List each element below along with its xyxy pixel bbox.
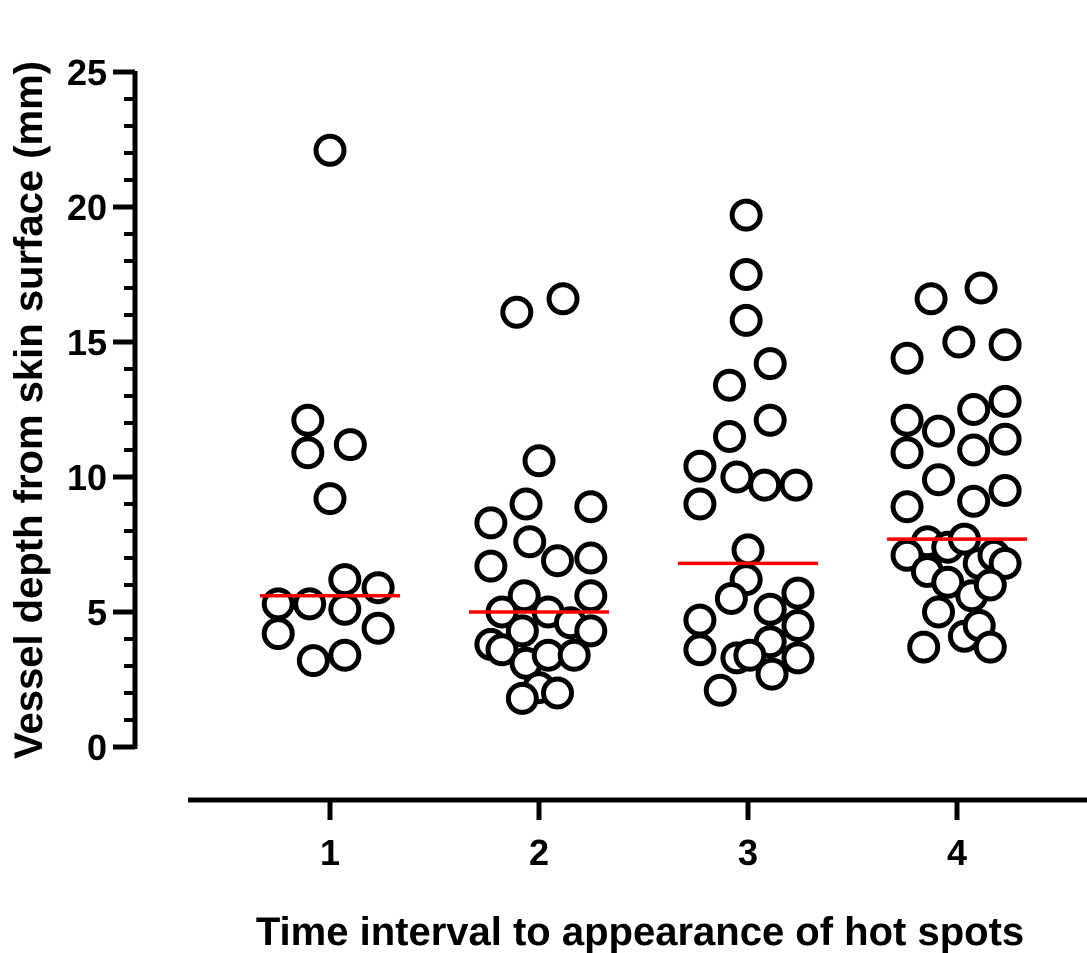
- data-point: [291, 436, 325, 470]
- data-point: [988, 546, 1022, 580]
- data-point: [779, 468, 813, 502]
- data-point: [957, 484, 991, 518]
- data-point: [714, 582, 748, 615]
- data-point: [574, 490, 608, 524]
- data-point: [931, 565, 965, 599]
- data-point: [683, 603, 717, 637]
- y-tick-label: 15: [67, 322, 107, 363]
- data-point: [574, 614, 608, 648]
- y-tick-label: 20: [67, 187, 107, 228]
- data-point: [957, 433, 991, 467]
- y-tick-label: 10: [67, 457, 107, 498]
- data-point: [988, 422, 1022, 456]
- data-point: [574, 541, 608, 575]
- data-point: [748, 468, 782, 502]
- data-point: [973, 568, 1007, 602]
- data-point: [313, 482, 347, 516]
- data-point: [507, 579, 541, 613]
- data-point: [474, 506, 508, 540]
- data-point: [890, 403, 924, 437]
- data-point: [328, 563, 362, 597]
- data-point: [755, 657, 789, 691]
- data-point: [988, 474, 1022, 507]
- y-tick-label: 25: [67, 52, 107, 93]
- data-point: [731, 533, 765, 567]
- y-axis-title: Vessel depth from skin surface (mm): [7, 61, 51, 759]
- data-point: [557, 638, 591, 672]
- data-point: [333, 428, 367, 462]
- data-point: [753, 403, 787, 437]
- data-point: [713, 420, 746, 453]
- data-point: [509, 487, 543, 521]
- data-point: [957, 393, 991, 426]
- data-point: [683, 449, 717, 483]
- data-point: [505, 614, 539, 648]
- x-axis: 1 2 3 4: [188, 797, 1087, 873]
- data-point: [474, 549, 508, 583]
- data-point: [574, 579, 608, 613]
- data-point: [922, 463, 955, 497]
- data-point: [729, 258, 763, 291]
- data-point: [922, 595, 955, 629]
- data-point: [973, 630, 1007, 664]
- y-tick-label: 5: [87, 592, 107, 633]
- median-lines: [260, 537, 1027, 614]
- data-point: [500, 295, 534, 329]
- data-points: [261, 133, 1022, 715]
- y-tick-label: 0: [87, 727, 107, 768]
- data-point: [261, 617, 295, 651]
- data-point: [720, 460, 754, 494]
- data-point: [522, 444, 556, 478]
- x-tick-label: 4: [947, 832, 967, 873]
- data-point: [729, 303, 763, 337]
- data-point: [683, 633, 717, 667]
- data-point: [753, 592, 787, 626]
- x-tick-label: 2: [529, 832, 549, 873]
- data-point: [505, 681, 539, 715]
- data-point: [703, 673, 737, 707]
- data-point: [513, 525, 547, 559]
- data-point: [729, 198, 763, 232]
- data-point: [541, 544, 574, 578]
- data-point: [541, 676, 574, 710]
- data-point: [291, 403, 325, 437]
- data-point: [546, 282, 580, 316]
- data-point: [313, 133, 347, 167]
- data-point: [683, 487, 717, 521]
- x-tick-label: 3: [738, 832, 758, 873]
- data-point: [781, 641, 815, 675]
- data-point: [988, 328, 1022, 362]
- x-tick-label: 1: [320, 832, 340, 873]
- data-point: [328, 592, 362, 626]
- data-point: [733, 638, 767, 672]
- data-point: [296, 644, 330, 678]
- x-axis-title: Time interval to appearance of hot spots: [256, 910, 1024, 953]
- data-point: [922, 414, 955, 448]
- data-point: [964, 271, 998, 305]
- y-axis: 0 5 10 15 20 25: [67, 52, 138, 768]
- data-point: [713, 368, 746, 402]
- data-point: [890, 436, 924, 470]
- data-point: [988, 384, 1022, 418]
- data-point: [914, 282, 948, 316]
- data-point: [907, 630, 941, 664]
- data-point: [890, 490, 924, 524]
- data-point: [485, 633, 519, 667]
- data-point: [890, 341, 924, 375]
- data-point: [781, 576, 815, 610]
- data-point: [942, 325, 976, 359]
- data-point: [753, 347, 787, 381]
- data-point: [328, 638, 362, 672]
- data-point: [361, 611, 395, 645]
- data-point: [781, 609, 815, 642]
